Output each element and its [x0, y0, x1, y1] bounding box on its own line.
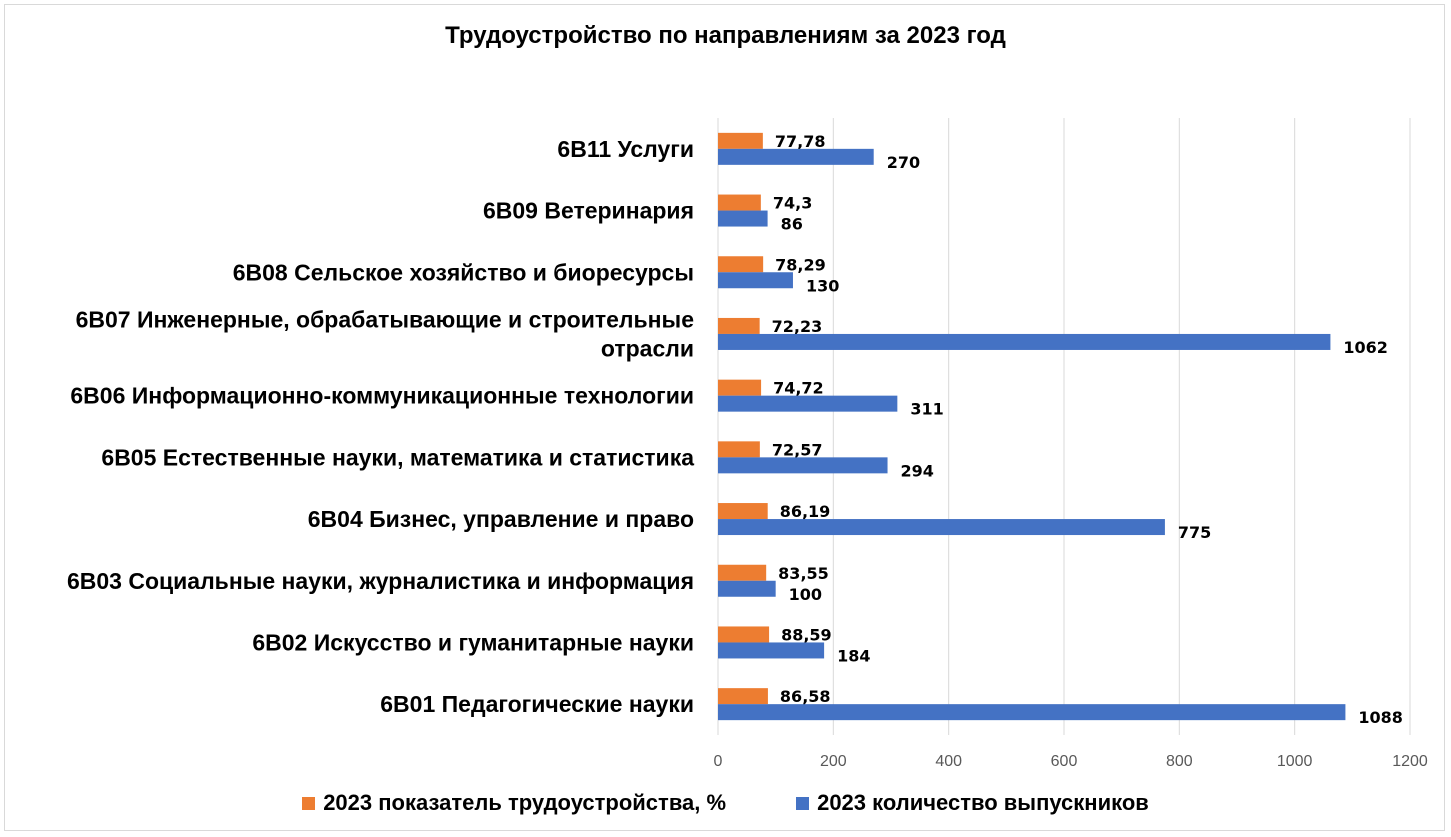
category-label: 6В05 Естественные науки, математика и ст…: [101, 444, 694, 470]
category-label: 6В04 Бизнес, управление и право: [308, 506, 694, 532]
legend-swatch-graduates: [796, 796, 810, 810]
data-label-employment-rate: 72,23: [772, 317, 823, 336]
data-label-graduates: 270: [887, 153, 920, 172]
bar-graduates: [718, 519, 1165, 536]
chart-title: Трудоустройство по направлениям за 2023 …: [445, 22, 1006, 49]
x-tick-label: 200: [820, 753, 847, 770]
category-label: 6В08 Сельское хозяйство и биоресурсы: [233, 259, 694, 285]
bar-employment-rate: [718, 441, 760, 458]
category-label: 6В03 Социальные науки, журналистика и ин…: [67, 568, 694, 594]
data-label-employment-rate: 74,72: [773, 379, 824, 398]
data-label-employment-rate: 74,3: [773, 194, 812, 213]
category-label: 6В06 Информационно-коммуникационные техн…: [70, 383, 694, 409]
data-label-employment-rate: 77,78: [775, 132, 826, 151]
data-label-graduates: 100: [789, 585, 822, 604]
legend-swatch-employment-rate: [302, 796, 316, 810]
category-label: 6В02 Искусство и гуманитарные науки: [252, 629, 694, 655]
data-label-graduates: 1088: [1358, 708, 1403, 727]
bar-employment-rate: [718, 256, 764, 273]
legend-item-graduates: 2023 количество выпускников: [796, 790, 1149, 816]
chart-legend: 2023 показатель трудоустройства, % 2023 …: [0, 790, 1451, 816]
x-tick-label: 1000: [1277, 753, 1313, 770]
bar-employment-rate: [718, 379, 762, 396]
bar-graduates: [718, 395, 898, 412]
data-label-graduates: 130: [806, 276, 839, 295]
data-label-graduates: 294: [901, 461, 934, 480]
bar-graduates: [718, 272, 793, 289]
data-label-graduates: 184: [837, 646, 870, 665]
bar-graduates: [718, 704, 1346, 721]
bar-employment-rate: [718, 317, 760, 334]
x-tick-label: 800: [1166, 753, 1193, 770]
bar-employment-rate: [718, 132, 763, 149]
data-label-graduates: 86: [781, 215, 803, 234]
bar-employment-rate: [718, 688, 768, 705]
data-label-employment-rate: 83,55: [778, 564, 829, 583]
data-label-graduates: 311: [910, 400, 943, 419]
category-label: 6В07 Инженерные, обрабатывающие и строит…: [76, 306, 694, 332]
data-label-employment-rate: 72,57: [772, 440, 823, 459]
legend-item-employment-rate: 2023 показатель трудоустройства, %: [302, 790, 726, 816]
bar-graduates: [718, 642, 825, 659]
data-label-employment-rate: 86,58: [780, 687, 831, 706]
bar-graduates: [718, 333, 1331, 350]
category-label: 6В01 Педагогические науки: [380, 691, 694, 717]
x-tick-label: 400: [935, 753, 962, 770]
chart-frame: [4, 4, 1445, 831]
data-label-graduates: 1062: [1343, 338, 1388, 357]
category-label: отрасли: [601, 335, 694, 361]
bar-employment-rate: [718, 626, 770, 643]
x-tick-label: 600: [1051, 753, 1078, 770]
category-label: 6В11 Услуги: [557, 136, 694, 162]
data-label-graduates: 775: [1178, 523, 1211, 542]
data-label-employment-rate: 86,19: [780, 502, 831, 521]
data-label-employment-rate: 88,59: [781, 625, 832, 644]
bar-graduates: [718, 580, 776, 597]
legend-label-employment-rate: 2023 показатель трудоустройства, %: [323, 790, 727, 815]
bar-employment-rate: [718, 564, 767, 581]
bar-employment-rate: [718, 194, 761, 211]
data-label-employment-rate: 78,29: [775, 255, 826, 274]
bar-graduates: [718, 210, 768, 227]
x-tick-label: 1200: [1392, 753, 1428, 770]
bar-employment-rate: [718, 503, 768, 520]
legend-label-graduates: 2023 количество выпускников: [817, 790, 1149, 815]
bar-graduates: [718, 148, 874, 165]
bar-graduates: [718, 457, 888, 474]
x-tick-label: 0: [714, 753, 723, 770]
category-label: 6В09 Ветеринария: [483, 198, 694, 224]
